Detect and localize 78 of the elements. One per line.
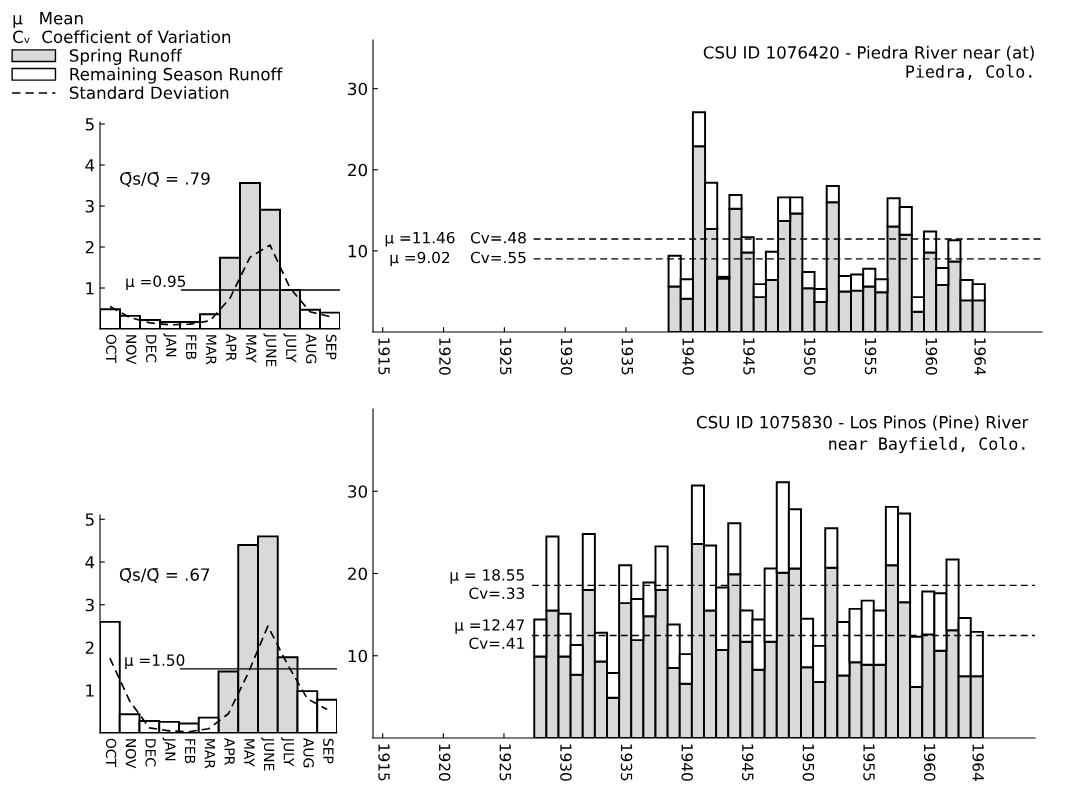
- y-tick-label: 20: [348, 567, 368, 581]
- x-tick-label: 1964: [972, 744, 984, 781]
- y-tick-label: 5: [85, 513, 94, 526]
- legend-label: Standard Deviation: [69, 86, 229, 100]
- x-tick-label: 1950: [804, 338, 816, 375]
- y-tick-label: 3: [85, 598, 94, 612]
- x-tick-label: 1940: [681, 744, 693, 781]
- x-tick-label: FEB: [185, 739, 196, 764]
- legend-label: Remaining Season Runoff: [70, 67, 283, 84]
- x-tick-label: JULY: [281, 737, 294, 767]
- ref-line-label: μ =9.02 Cv=.55: [390, 251, 526, 267]
- x-tick-label: OCT: [105, 738, 117, 768]
- x-tick-label: 1940: [682, 338, 694, 375]
- y-tick-label: 10: [348, 244, 368, 258]
- y-tick-label: 4: [85, 556, 95, 569]
- x-tick-label: 1925: [499, 338, 512, 375]
- ref-line-label: μ =12.47 Cv=.41: [455, 619, 524, 649]
- x-tick-label: DEC: [145, 739, 156, 767]
- chart-title: CSU ID 1076420 - Piedra River near (at): [703, 45, 1034, 61]
- x-tick-label: MAY: [244, 739, 255, 767]
- x-tick-label: 1955: [863, 744, 875, 781]
- y-tick-label: 3: [85, 199, 94, 213]
- y-tick-label: 30: [348, 485, 368, 498]
- y-tick-label: 30: [348, 82, 368, 96]
- y-tick-label: 20: [348, 163, 368, 177]
- annotation: Q̄s/Q̄ = .67: [119, 568, 210, 583]
- chart-title: CSU ID 1075830 - Los Pinos (Pine) River: [696, 415, 1029, 431]
- x-tick-label: MAR: [206, 335, 217, 365]
- x-tick-label: 1935: [621, 338, 634, 375]
- x-tick-label: JAN: [163, 333, 177, 357]
- x-tick-label: 1930: [560, 744, 572, 781]
- x-tick-label: 1960: [925, 338, 938, 375]
- x-tick-label: 1945: [743, 338, 755, 375]
- x-tick-label: 1935: [620, 744, 633, 781]
- x-tick-label: NOV: [125, 335, 137, 365]
- x-tick-label: AUG: [305, 333, 317, 364]
- x-tick-label: 1945: [742, 744, 754, 781]
- y-tick-label: 1: [86, 684, 94, 697]
- x-tick-label: JAN: [162, 737, 176, 761]
- x-tick-label: JUNE: [263, 333, 277, 367]
- x-tick-label: DEC: [145, 335, 157, 363]
- x-tick-label: 1915: [378, 744, 390, 781]
- y-tick-label: 5: [85, 118, 94, 131]
- annotation: Q̄s/Q̄ = .79: [120, 172, 210, 187]
- x-tick-label: NOV: [125, 739, 137, 769]
- x-tick-label: 1955: [864, 338, 877, 375]
- x-tick-label: OCT: [105, 334, 117, 364]
- text: Piedra, Colo.: [906, 64, 1032, 80]
- x-tick-label: JULY: [283, 333, 297, 363]
- x-tick-label: APR: [224, 737, 235, 765]
- x-tick-label: MAY: [246, 335, 257, 363]
- x-tick-label: 1964: [974, 338, 986, 375]
- x-tick-label: SEP: [325, 334, 337, 360]
- y-tick-label: 4: [85, 159, 95, 172]
- x-tick-label: FEB: [186, 335, 197, 360]
- x-tick-label: 1930: [560, 338, 573, 375]
- legend-title: μ Mean Cᵥ Coefficient of Variation: [13, 12, 231, 44]
- x-tick-label: 1950: [802, 744, 815, 781]
- ref-line-label: μ = 18.55 Cv=.33: [450, 569, 525, 599]
- ref-line-label: μ =0.95: [126, 275, 186, 291]
- y-tick-label: 10: [348, 649, 368, 663]
- x-tick-label: 1960: [923, 744, 936, 781]
- y-tick-label: 2: [85, 641, 94, 654]
- x-tick-label: AUG: [303, 737, 314, 768]
- x-tick-label: MAR: [204, 739, 215, 769]
- x-tick-label: SEP: [323, 738, 334, 764]
- x-tick-label: 1920: [439, 338, 451, 375]
- x-tick-label: 1915: [378, 338, 390, 375]
- ref-line-label: μ =11.46 Cv=.48: [385, 231, 526, 247]
- legend-label: Spring Runoff: [69, 48, 183, 65]
- x-tick-label: APR: [226, 333, 237, 361]
- y-tick-label: 2: [85, 240, 94, 254]
- y-tick-label: 1: [86, 282, 94, 295]
- x-tick-label: JUNE: [261, 737, 275, 771]
- ref-line-label: μ =1.50: [125, 654, 185, 669]
- x-tick-label: 1920: [438, 744, 451, 781]
- text: near Bayfield, Colo.: [829, 436, 1025, 454]
- x-tick-label: 1925: [499, 744, 512, 781]
